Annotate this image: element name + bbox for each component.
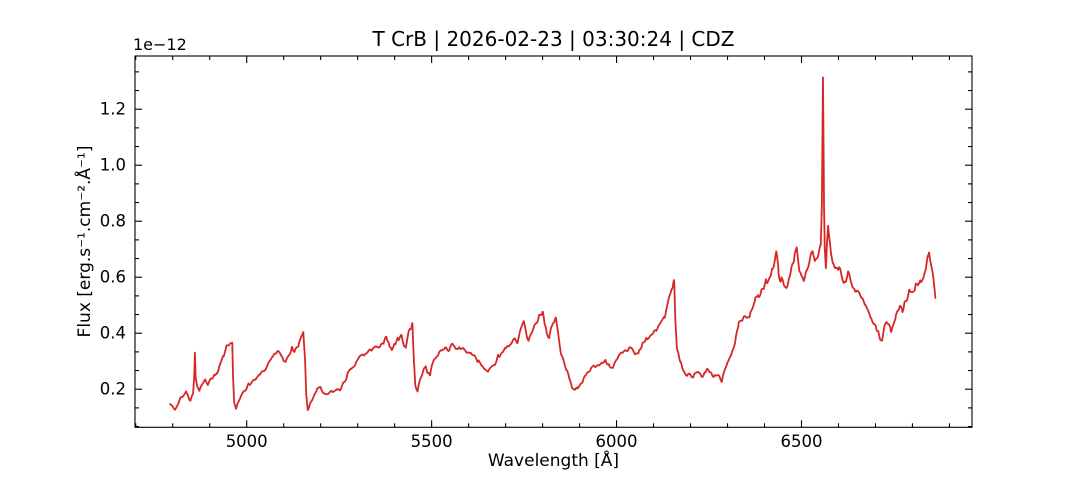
axis-ticks xyxy=(135,56,972,428)
plot-title: T CrB | 2026-02-23 | 03:30:24 | CDZ xyxy=(372,27,735,51)
x-tick-label: 5500 xyxy=(411,432,453,451)
y-axis-label: Flux [erg.s⁻¹.cm⁻².Å⁻¹] xyxy=(73,146,95,338)
x-tick-label: 6000 xyxy=(596,432,638,451)
y-axis-offset-text: 1e−12 xyxy=(133,35,187,54)
x-tick-label: 6500 xyxy=(780,432,822,451)
y-tick-label: 0.4 xyxy=(100,324,126,343)
y-tick-label: 1.2 xyxy=(100,100,126,119)
y-tick-label: 1.0 xyxy=(100,156,126,175)
axes-frame xyxy=(134,55,973,428)
spectrum-line xyxy=(169,76,937,411)
axis-tick-labels: 5000 5500 6000 6500 0.2 0.4 0.6 0.8 1.0 1.2 xyxy=(100,100,823,451)
y-tick-label: 0.2 xyxy=(100,380,126,399)
y-tick-label: 0.8 xyxy=(100,212,126,231)
y-tick-label: 0.6 xyxy=(100,268,126,287)
x-tick-label: 5000 xyxy=(226,432,268,451)
x-axis-label: Wavelength [Å] xyxy=(488,449,619,471)
